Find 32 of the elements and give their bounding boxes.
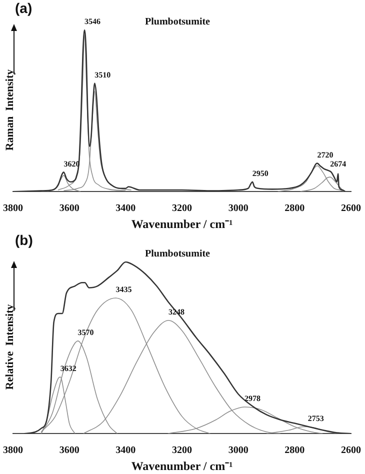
annotation: 3510 [94,70,111,80]
x-tick-label: 3800 [3,445,23,456]
x-tick-label: 3400 [116,445,136,456]
x-tick-label: 3800 [3,203,23,214]
x-tick-label: 2600 [341,445,361,456]
y-axis-title: Relative Intensity [4,303,16,392]
text: (b) [15,232,33,248]
x-tick-label: 3000 [228,203,248,214]
x-tick-label: 3600 [59,203,80,214]
annotation: 2720 [317,150,334,160]
annotation: 2674 [330,159,346,168]
x-tick-label: 3200 [172,203,192,214]
x-tick-label: 2800 [284,445,305,456]
annotation: 2978 [244,394,261,404]
y-axis-title: Raman Intensity [4,68,16,153]
x-axis-title: Wavenumber / cm⁻¹ [131,216,234,231]
annotation: 2753 [308,414,324,423]
x-tick-label: 3000 [228,445,248,456]
x-tick-label: 2600 [341,203,361,214]
annotation: 3435 [116,285,132,294]
text: (a) [15,0,32,16]
chart-title: Plumbotsumite [145,248,211,260]
x-tick-label: 2800 [284,203,305,214]
annotation: 3632 [60,364,76,374]
x-tick-label: 3600 [59,445,80,456]
annotation: 3546 [84,17,101,26]
annotation: 2950 [252,168,268,178]
x-tick-label: 3200 [172,445,192,456]
x-tick-label: 3400 [116,203,136,214]
annotation: 3570 [78,328,94,337]
x-axis-title: Wavenumber / cm⁻¹ [131,458,234,473]
chart-title: Plumbotsumite [145,16,211,28]
